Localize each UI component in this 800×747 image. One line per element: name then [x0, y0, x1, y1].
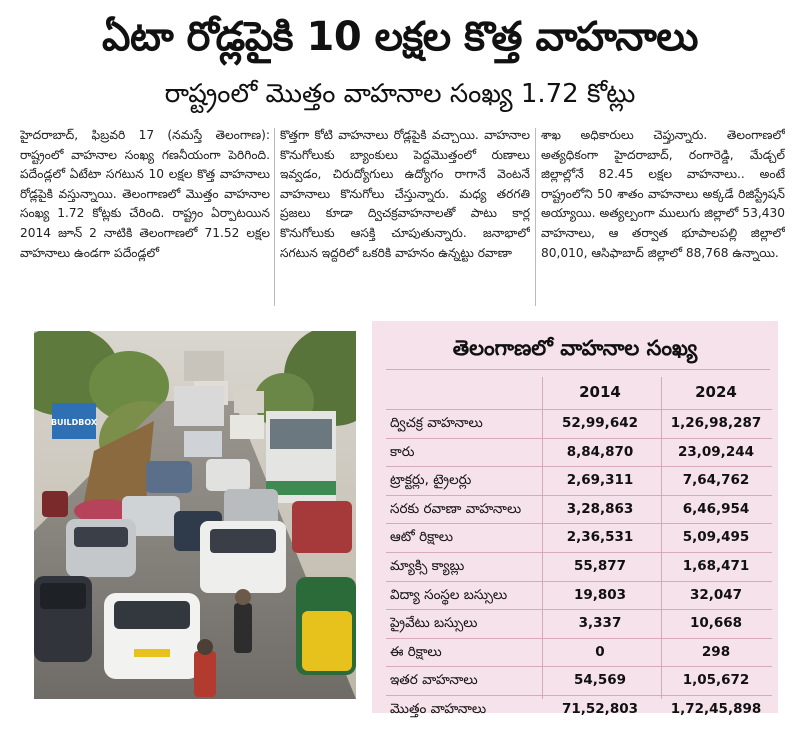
table-row: సరకు రవాణా వాహనాలు 3,28,863 6,46,954	[386, 494, 772, 524]
headline: ఏటా రోడ్లపైకి 10 లక్షల కొత్త వాహనాలు	[102, 14, 698, 60]
value-2014: 0	[595, 643, 605, 660]
row-label: కారు	[390, 443, 415, 460]
value-2014: 8,84,870	[566, 443, 634, 460]
value-2014: 3,337	[578, 615, 622, 632]
value-2024: 32,047	[689, 586, 743, 603]
article-column-3: శాఖ అధికారులు చెప్తున్నారు. తెలంగాణలో అత…	[541, 128, 785, 260]
value-2024: 10,668	[689, 615, 743, 632]
table-row: ఆటో రిక్షాలు 2,36,531 5,09,495	[386, 523, 772, 552]
value-2014: 71,52,803	[561, 700, 638, 717]
value-2014: 19,803	[573, 586, 627, 603]
row-label: సరకు రవాణా వాహనాలు	[390, 500, 522, 517]
value-2024: 23,09,244	[677, 443, 754, 460]
table-row: ట్రాక్టర్లు, ట్రైలర్లు 2,69,311 7,64,762	[386, 466, 772, 495]
row-label: ఈ రిక్షాలు	[390, 643, 442, 660]
column-divider	[542, 377, 543, 699]
column-divider	[661, 377, 662, 699]
value-2024: 5,09,495	[682, 529, 750, 546]
row-label: ద్విచక్ర వాహనాలు	[390, 415, 483, 431]
column-divider	[274, 128, 275, 306]
vehicle-stats-panel: తెలంగాణలో వాహనాల సంఖ్య 2014 2024 ద్విచక్…	[372, 321, 778, 717]
subheadline: రాష్ట్రంలో మొత్తం వాహనాల సంఖ్య 1.72 కోట్…	[164, 79, 636, 109]
value-2014: 54,569	[573, 672, 627, 689]
table-row: ఈ రిక్షాలు 0 298	[386, 637, 772, 667]
traffic-photo: BUILDBOX	[34, 331, 356, 699]
value-2024: 1,26,98,287	[670, 415, 762, 431]
title-divider	[386, 369, 770, 370]
column-header-2024: 2024	[695, 383, 737, 401]
column-divider	[535, 128, 536, 306]
table-row: ప్రైవేటు బస్సులు 3,337 10,668	[386, 609, 772, 638]
traffic-illustration: BUILDBOX	[34, 331, 356, 699]
value-2014: 55,877	[573, 557, 627, 574]
shop-sign	[52, 403, 96, 439]
table-title: తెలంగాణలో వాహనాల సంఖ్య	[452, 336, 698, 360]
row-label: ట్రాక్టర్లు, ట్రైలర్లు	[390, 472, 472, 489]
value-2024: 6,46,954	[682, 500, 750, 517]
row-label: ఇతర వాహనాలు	[390, 672, 478, 689]
table-row: కారు 8,84,870 23,09,244	[386, 437, 772, 467]
value-2014: 2,36,531	[566, 529, 634, 546]
table-body: ద్విచక్ర వాహనాలు 52,99,642 1,26,98,287 కారు…	[386, 409, 772, 724]
article-column-2: కొత్తగా కోటి వాహనాలు రోడ్లపైకి వచ్చాయి. …	[280, 128, 530, 260]
value-2014: 2,69,311	[566, 472, 634, 489]
column-header-2014: 2014	[579, 383, 621, 401]
value-2024: 1,05,672	[682, 672, 750, 689]
shop-sign-text: BUILDBOX	[51, 418, 98, 427]
value-2014: 3,28,863	[566, 500, 634, 517]
row-label: ప్రైవేటు బస్సులు	[390, 615, 478, 632]
table-row: మొత్తం వాహనాలు 71,52,803 1,72,45,898	[386, 694, 772, 724]
value-2024: 1,72,45,898	[670, 700, 762, 717]
article-column-1: హైదరాబాద్, ఫిబ్రవరి 17 (నమస్తే తెలంగాణ):…	[20, 128, 270, 260]
table-row: ద్విచక్ర వాహనాలు 52,99,642 1,26,98,287	[386, 409, 772, 438]
table-row: ఇతర వాహనాలు 54,569 1,05,672	[386, 666, 772, 695]
row-label: మ్యాక్సి క్యాబ్లు	[390, 557, 465, 574]
value-2024: 7,64,762	[682, 472, 750, 489]
row-label: మొత్తం వాహనాలు	[390, 700, 487, 717]
row-label: విద్యా సంస్థల బస్సులు	[390, 586, 508, 603]
row-label: ఆటో రిక్షాలు	[390, 529, 454, 546]
value-2024: 1,68,471	[682, 557, 750, 574]
table-row: మ్యాక్సి క్యాబ్లు 55,877 1,68,471	[386, 551, 772, 581]
value-2024: 298	[701, 643, 731, 660]
table-row: విద్యా సంస్థల బస్సులు 19,803 32,047	[386, 580, 772, 610]
value-2014: 52,99,642	[561, 415, 638, 431]
